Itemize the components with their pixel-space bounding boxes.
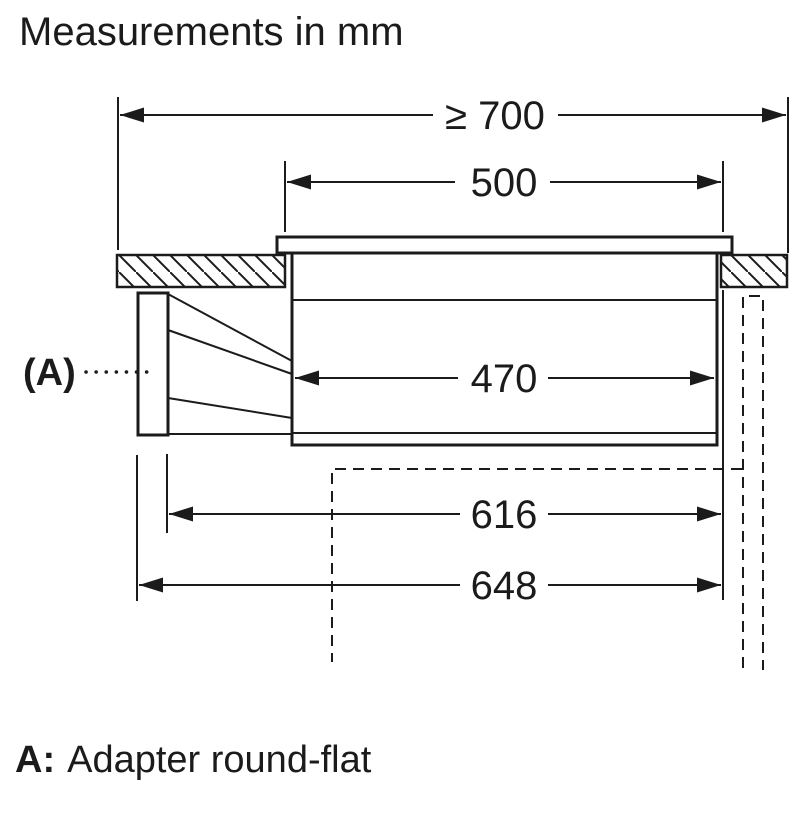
countertop-right-section xyxy=(719,253,789,289)
dim-648-label: 648 xyxy=(471,564,538,608)
dim-500-label: 500 xyxy=(471,161,538,205)
dim-616-label: 616 xyxy=(471,493,538,537)
dashed-duct-outline xyxy=(742,295,764,670)
legend-footnote: A: Adapter round-flat xyxy=(15,739,372,781)
legend-text: Adapter round-flat xyxy=(67,739,372,781)
legend-key: A: xyxy=(15,739,55,781)
dim-470-label: 470 xyxy=(471,357,538,401)
countertop-left-section xyxy=(115,253,287,289)
extension-lines xyxy=(117,97,789,601)
appliance-body-box xyxy=(290,251,719,447)
adapter-duct-lines xyxy=(167,293,293,435)
adapter-callout-label: (A) xyxy=(23,352,76,394)
cooktop-glass-plate xyxy=(275,235,734,255)
page-title: Measurements in mm xyxy=(19,10,404,54)
dim-700-label: ≥ 700 xyxy=(445,94,545,138)
dashed-clearance-outline xyxy=(331,468,742,662)
adapter-flange xyxy=(136,291,170,437)
